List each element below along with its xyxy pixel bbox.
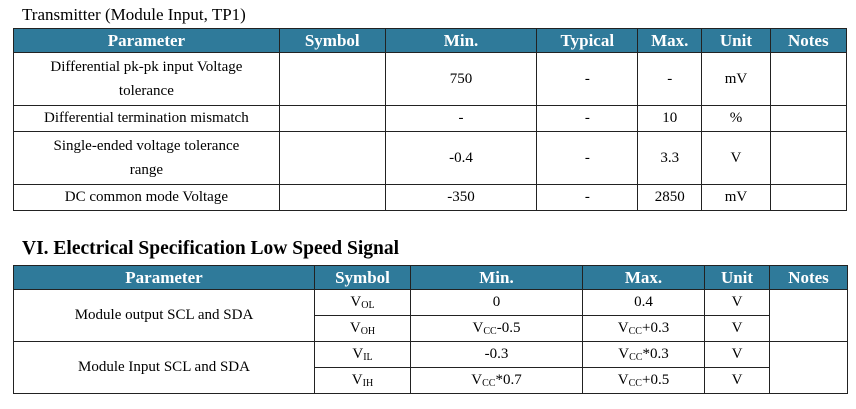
typical-cell: - <box>536 52 639 106</box>
min-cell: -0.4 <box>384 131 538 185</box>
table-row: VIH VCC*0.7 VCC+0.5 V <box>14 367 848 394</box>
max-cell: - <box>637 52 703 106</box>
header-symbol: Symbol <box>278 28 386 53</box>
symbol-cell <box>278 52 386 106</box>
unit-cell: mV <box>701 184 771 211</box>
symbol-cell <box>278 105 386 132</box>
header-symbol: Symbol <box>314 265 411 290</box>
low-speed-signal-table: Parameter Symbol Min. Max. Unit Notes Mo… <box>13 265 848 394</box>
symbol-cell: VIH <box>314 367 411 394</box>
max-cell: VCC*0.3 <box>582 341 705 368</box>
parameter-cell: Module Input SCL and SDA <box>13 341 315 394</box>
unit-cell: V <box>704 367 770 394</box>
notes-cell <box>769 341 848 394</box>
unit-cell: V <box>704 315 770 342</box>
max-cell: VCC+0.3 <box>582 315 705 342</box>
unit-cell: V <box>704 341 770 368</box>
header-max: Max. <box>582 265 705 290</box>
header-notes: Notes <box>769 265 848 290</box>
typical-cell: - <box>536 184 639 211</box>
symbol-cell <box>278 184 386 211</box>
max-cell: 0.4 <box>582 289 705 316</box>
transmitter-table: Parameter Symbol Min. Typical Max. Unit … <box>13 28 848 211</box>
table-header-row: Parameter Symbol Min. Max. Unit Notes <box>13 265 848 290</box>
symbol-cell: VIL <box>314 341 411 368</box>
symbol-cell <box>278 131 386 185</box>
parameter-cell: Differential termination mismatch <box>13 105 280 132</box>
max-cell: 3.3 <box>637 131 703 185</box>
parameter-cell: DC common mode Voltage <box>13 184 280 211</box>
table-row: Differential termination mismatch - - 10… <box>13 105 848 132</box>
table-row: Single-ended voltage tolerance range -0.4… <box>13 131 848 185</box>
header-min: Min. <box>410 265 583 290</box>
typical-cell: - <box>536 131 639 185</box>
min-cell: -0.3 <box>410 341 583 368</box>
notes-cell <box>769 52 848 106</box>
min-cell: VCC*0.7 <box>410 367 583 394</box>
table-row: Module Input SCL and SDA VIL -0.3 VCC*0.… <box>13 341 848 394</box>
notes-cell <box>769 289 848 342</box>
header-min: Min. <box>384 28 538 53</box>
notes-cell <box>769 184 848 211</box>
min-cell: 0 <box>410 289 583 316</box>
notes-cell <box>769 131 848 185</box>
header-max: Max. <box>637 28 703 53</box>
min-cell: -350 <box>384 184 538 211</box>
typical-cell: - <box>536 105 639 132</box>
header-unit: Unit <box>701 28 771 53</box>
parameter-cell: Module output SCL and SDA <box>13 289 315 342</box>
header-parameter: Parameter <box>13 28 280 53</box>
section-heading: VI. Electrical Specification Low Speed S… <box>22 238 399 259</box>
unit-cell: V <box>701 131 771 185</box>
max-cell: 10 <box>637 105 703 132</box>
parameter-cell: Single-ended voltage tolerance range <box>13 131 280 185</box>
parameter-cell: Differential pk-pk input Voltage toleranc… <box>13 52 280 106</box>
header-parameter: Parameter <box>13 265 315 290</box>
table-row: DC common mode Voltage -350 - 2850 mV <box>13 184 848 211</box>
table-header-row: Parameter Symbol Min. Typical Max. Unit … <box>13 28 848 53</box>
header-notes: Notes <box>769 28 848 53</box>
table-row: Module output SCL and SDA VOL 0 0.4 V <box>13 289 848 342</box>
header-typical: Typical <box>536 28 639 53</box>
max-cell: VCC+0.5 <box>582 367 705 394</box>
table-row: Differential pk-pk input Voltage toleranc… <box>13 52 848 106</box>
min-cell: VCC-0.5 <box>410 315 583 342</box>
symbol-cell: VOH <box>314 315 411 342</box>
max-cell: 2850 <box>637 184 703 211</box>
min-cell: - <box>384 105 538 132</box>
min-cell: 750 <box>384 52 538 106</box>
unit-cell: mV <box>701 52 771 106</box>
header-unit: Unit <box>704 265 770 290</box>
symbol-cell: VOL <box>314 289 411 316</box>
unit-cell: V <box>704 289 770 316</box>
table1-caption: Transmitter (Module Input, TP1) <box>22 5 246 24</box>
notes-cell <box>769 105 848 132</box>
unit-cell: % <box>701 105 771 132</box>
